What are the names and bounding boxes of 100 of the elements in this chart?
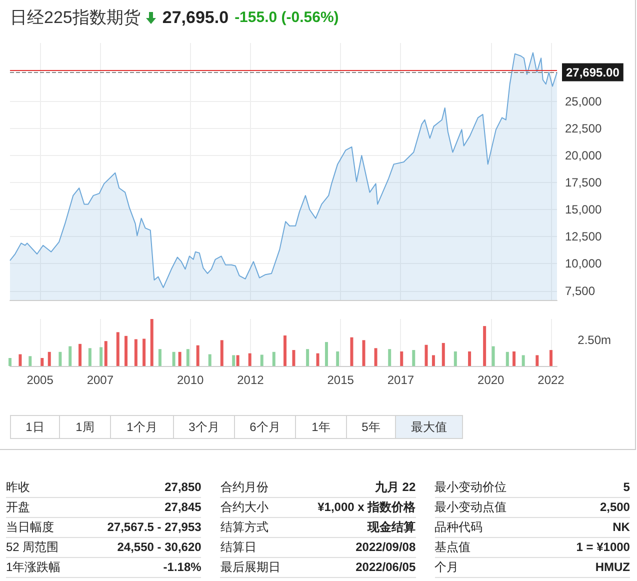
- x-tick-label: 2022: [538, 373, 565, 387]
- bar: [158, 349, 162, 366]
- text: 1日: [10, 415, 60, 439]
- bar: [362, 340, 366, 366]
- bar: [100, 347, 103, 366]
- x-tick-label: 2020: [478, 373, 505, 387]
- y-tick-label: 12,500: [565, 230, 602, 244]
- x-tick-label: 2015: [327, 373, 354, 387]
- bar: [260, 354, 264, 366]
- text: 最大值: [395, 415, 463, 439]
- bar: [316, 353, 320, 366]
- text: 2.50m: [578, 333, 612, 348]
- text: 开盘: [6, 499, 30, 516]
- bar: [506, 352, 509, 366]
- text: 昨收: [6, 479, 30, 496]
- bar: [186, 349, 190, 366]
- bar: [483, 326, 486, 366]
- bar: [432, 355, 435, 366]
- bar: [104, 341, 108, 366]
- text: 27,567.5 - 27,953: [107, 519, 202, 536]
- bar: [388, 349, 392, 366]
- bar: [248, 353, 252, 366]
- text: 九月 22: [374, 479, 416, 496]
- bar: [28, 356, 32, 366]
- bar: [232, 355, 236, 366]
- bar: [400, 351, 404, 366]
- bar: [512, 351, 516, 366]
- text: 1 = ¥1000: [576, 539, 630, 556]
- text: 1个月: [110, 415, 174, 439]
- ref-line-label: 27,695.00: [566, 65, 620, 80]
- y-tick-label: 20,000: [565, 148, 602, 163]
- text: 5年: [346, 415, 396, 439]
- bar: [549, 350, 552, 366]
- bar: [522, 355, 525, 366]
- text: ¥1,000 x 指数价格: [318, 499, 416, 516]
- bar: [8, 358, 12, 366]
- text: NK: [612, 519, 630, 536]
- bar: [412, 350, 416, 366]
- text: 3个月: [173, 415, 235, 439]
- bar: [220, 340, 224, 366]
- text: 品种代码: [434, 519, 483, 536]
- y-tick-label: 17,500: [565, 176, 602, 190]
- bar: [116, 332, 120, 366]
- bar: [134, 339, 138, 366]
- bar: [58, 352, 62, 366]
- bar: [78, 344, 82, 366]
- x-tick-label: 2017: [387, 373, 414, 387]
- text: 1年涨跌幅: [6, 559, 61, 576]
- text: 1年: [295, 415, 347, 439]
- text: 最小变动价位: [434, 479, 507, 496]
- bar: [424, 344, 428, 366]
- bar: [40, 358, 44, 366]
- text: 结算日: [220, 539, 256, 556]
- text: 结算方式: [220, 519, 268, 536]
- text: 52 周范围: [6, 539, 59, 556]
- bar: [68, 346, 72, 366]
- text: 2022/06/05: [356, 559, 416, 576]
- text: 个月: [434, 559, 459, 576]
- bar: [124, 336, 128, 366]
- text: 合约月份: [220, 479, 268, 496]
- bar: [284, 335, 287, 366]
- text: 当日幅度: [6, 519, 54, 536]
- text: 27,850: [164, 479, 202, 496]
- bar: [178, 352, 182, 366]
- text: 最后展期日: [220, 559, 280, 576]
- bar: [196, 345, 200, 366]
- bar: [492, 346, 495, 366]
- chart-subtitle: 27,695.0 -155.0 (-0.56%): [162, 8, 339, 28]
- bar: [88, 348, 92, 366]
- text: 合约大小: [220, 499, 268, 516]
- text: 5: [623, 479, 630, 496]
- bar: [272, 352, 276, 366]
- bar: [306, 349, 310, 366]
- bar: [336, 351, 340, 366]
- y-tick-label: 22,500: [565, 121, 602, 136]
- y-tick-label: 15,000: [565, 202, 602, 217]
- text: 6个月: [234, 415, 296, 439]
- bar: [350, 337, 354, 366]
- y-tick-label: 10,000: [565, 256, 602, 271]
- bar: [468, 351, 472, 366]
- y-tick-label: 25,000: [565, 94, 602, 108]
- text: 2,500: [600, 499, 630, 516]
- bar: [208, 354, 212, 366]
- text: 现金结算: [368, 519, 416, 536]
- bar: [142, 338, 146, 366]
- text: 最小变动点值: [434, 499, 507, 516]
- text: 2022/09/08: [356, 539, 416, 556]
- bar: [150, 319, 154, 366]
- bar: [454, 351, 457, 366]
- text: 1周: [59, 415, 111, 439]
- text: 基点值: [434, 539, 471, 556]
- bar: [236, 355, 240, 366]
- x-tick-label: 2010: [176, 373, 204, 387]
- x-tick-label: 2012: [237, 373, 264, 387]
- text: 27,845: [164, 499, 202, 516]
- bar: [292, 350, 296, 366]
- bar: [442, 342, 445, 366]
- bar: [18, 354, 22, 366]
- y-tick-label: 7,500: [565, 284, 596, 298]
- x-tick-label: 2005: [26, 373, 54, 387]
